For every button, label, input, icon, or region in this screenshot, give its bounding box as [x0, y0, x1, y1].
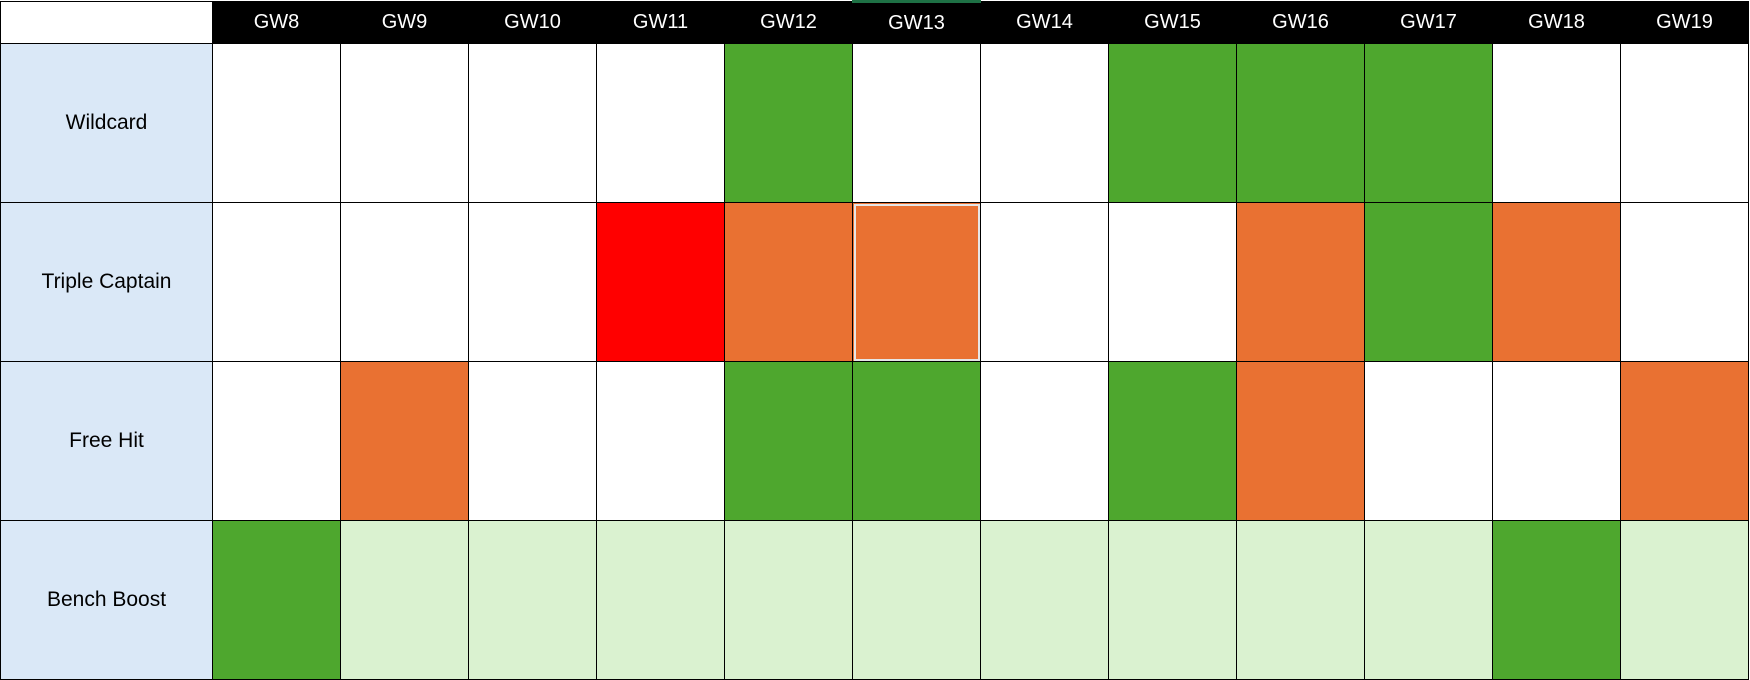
gw-header-gw10[interactable]: GW10: [468, 1, 597, 44]
cell-free-hit-gw18[interactable]: [1492, 361, 1621, 521]
cell-wildcard-gw14[interactable]: [980, 43, 1109, 203]
cell-wildcard-gw15[interactable]: [1108, 43, 1237, 203]
cell-triple-captain-gw18[interactable]: [1492, 202, 1621, 362]
cell-triple-captain-gw15[interactable]: [1108, 202, 1237, 362]
cell-bench-boost-gw18[interactable]: [1492, 520, 1621, 680]
cell-wildcard-gw19[interactable]: [1620, 43, 1749, 203]
cell-free-hit-gw11[interactable]: [596, 361, 725, 521]
cell-wildcard-gw16[interactable]: [1236, 43, 1365, 203]
cell-bench-boost-gw16[interactable]: [1236, 520, 1365, 680]
cell-bench-boost-gw11[interactable]: [596, 520, 725, 680]
cell-free-hit-gw14[interactable]: [980, 361, 1109, 521]
chip-row-bench-boost: Bench Boost: [0, 520, 1749, 680]
corner-cell[interactable]: [0, 1, 213, 44]
row-label-triple-captain[interactable]: Triple Captain: [0, 202, 213, 362]
gw-header-gw8[interactable]: GW8: [212, 1, 341, 44]
cell-bench-boost-gw15[interactable]: [1108, 520, 1237, 680]
gw-header-gw16[interactable]: GW16: [1236, 1, 1365, 44]
cell-triple-captain-gw8[interactable]: [212, 202, 341, 362]
cell-triple-captain-gw19[interactable]: [1620, 202, 1749, 362]
cell-wildcard-gw9[interactable]: [340, 43, 469, 203]
gw-header-gw13[interactable]: GW13: [852, 0, 981, 44]
header-row: GW8 GW9 GW10 GW11 GW12 GW13 GW14 GW15 GW…: [0, 0, 1749, 44]
gw-header-gw14[interactable]: GW14: [980, 1, 1109, 44]
row-label-free-hit[interactable]: Free Hit: [0, 361, 213, 521]
gw-header-gw12[interactable]: GW12: [724, 1, 853, 44]
cell-wildcard-gw13[interactable]: [852, 43, 981, 203]
cell-triple-captain-gw11[interactable]: [596, 202, 725, 362]
cell-free-hit-gw17[interactable]: [1364, 361, 1493, 521]
cell-free-hit-gw19[interactable]: [1620, 361, 1749, 521]
cell-bench-boost-gw10[interactable]: [468, 520, 597, 680]
cell-triple-captain-gw14[interactable]: [980, 202, 1109, 362]
cell-free-hit-gw15[interactable]: [1108, 361, 1237, 521]
gw-header-gw18[interactable]: GW18: [1492, 1, 1621, 44]
cell-bench-boost-gw13[interactable]: [852, 520, 981, 680]
cell-triple-captain-gw16[interactable]: [1236, 202, 1365, 362]
row-label-bench-boost[interactable]: Bench Boost: [0, 520, 213, 680]
cell-triple-captain-gw13[interactable]: [852, 202, 981, 362]
gw-header-gw17[interactable]: GW17: [1364, 1, 1493, 44]
cell-triple-captain-gw17[interactable]: [1364, 202, 1493, 362]
chip-row-free-hit: Free Hit: [0, 361, 1749, 521]
cell-wildcard-gw17[interactable]: [1364, 43, 1493, 203]
cell-bench-boost-gw17[interactable]: [1364, 520, 1493, 680]
chip-row-triple-captain: Triple Captain: [0, 202, 1749, 362]
cell-free-hit-gw8[interactable]: [212, 361, 341, 521]
cell-wildcard-gw8[interactable]: [212, 43, 341, 203]
cell-wildcard-gw18[interactable]: [1492, 43, 1621, 203]
cell-free-hit-gw9[interactable]: [340, 361, 469, 521]
cell-wildcard-gw11[interactable]: [596, 43, 725, 203]
cell-bench-boost-gw19[interactable]: [1620, 520, 1749, 680]
cell-bench-boost-gw8[interactable]: [212, 520, 341, 680]
cell-triple-captain-gw9[interactable]: [340, 202, 469, 362]
cell-free-hit-gw13[interactable]: [852, 361, 981, 521]
cell-bench-boost-gw12[interactable]: [724, 520, 853, 680]
gw-header-gw11[interactable]: GW11: [596, 1, 725, 44]
gw-header-gw15[interactable]: GW15: [1108, 1, 1237, 44]
cell-bench-boost-gw14[interactable]: [980, 520, 1109, 680]
row-label-wildcard[interactable]: Wildcard: [0, 43, 213, 203]
cell-triple-captain-gw10[interactable]: [468, 202, 597, 362]
cell-bench-boost-gw9[interactable]: [340, 520, 469, 680]
cell-wildcard-gw10[interactable]: [468, 43, 597, 203]
gw-header-gw19[interactable]: GW19: [1620, 1, 1749, 44]
cell-free-hit-gw10[interactable]: [468, 361, 597, 521]
cell-free-hit-gw16[interactable]: [1236, 361, 1365, 521]
chip-row-wildcard: Wildcard: [0, 43, 1749, 203]
gw-header-gw9[interactable]: GW9: [340, 1, 469, 44]
cell-free-hit-gw12[interactable]: [724, 361, 853, 521]
cell-triple-captain-gw12[interactable]: [724, 202, 853, 362]
cell-wildcard-gw12[interactable]: [724, 43, 853, 203]
